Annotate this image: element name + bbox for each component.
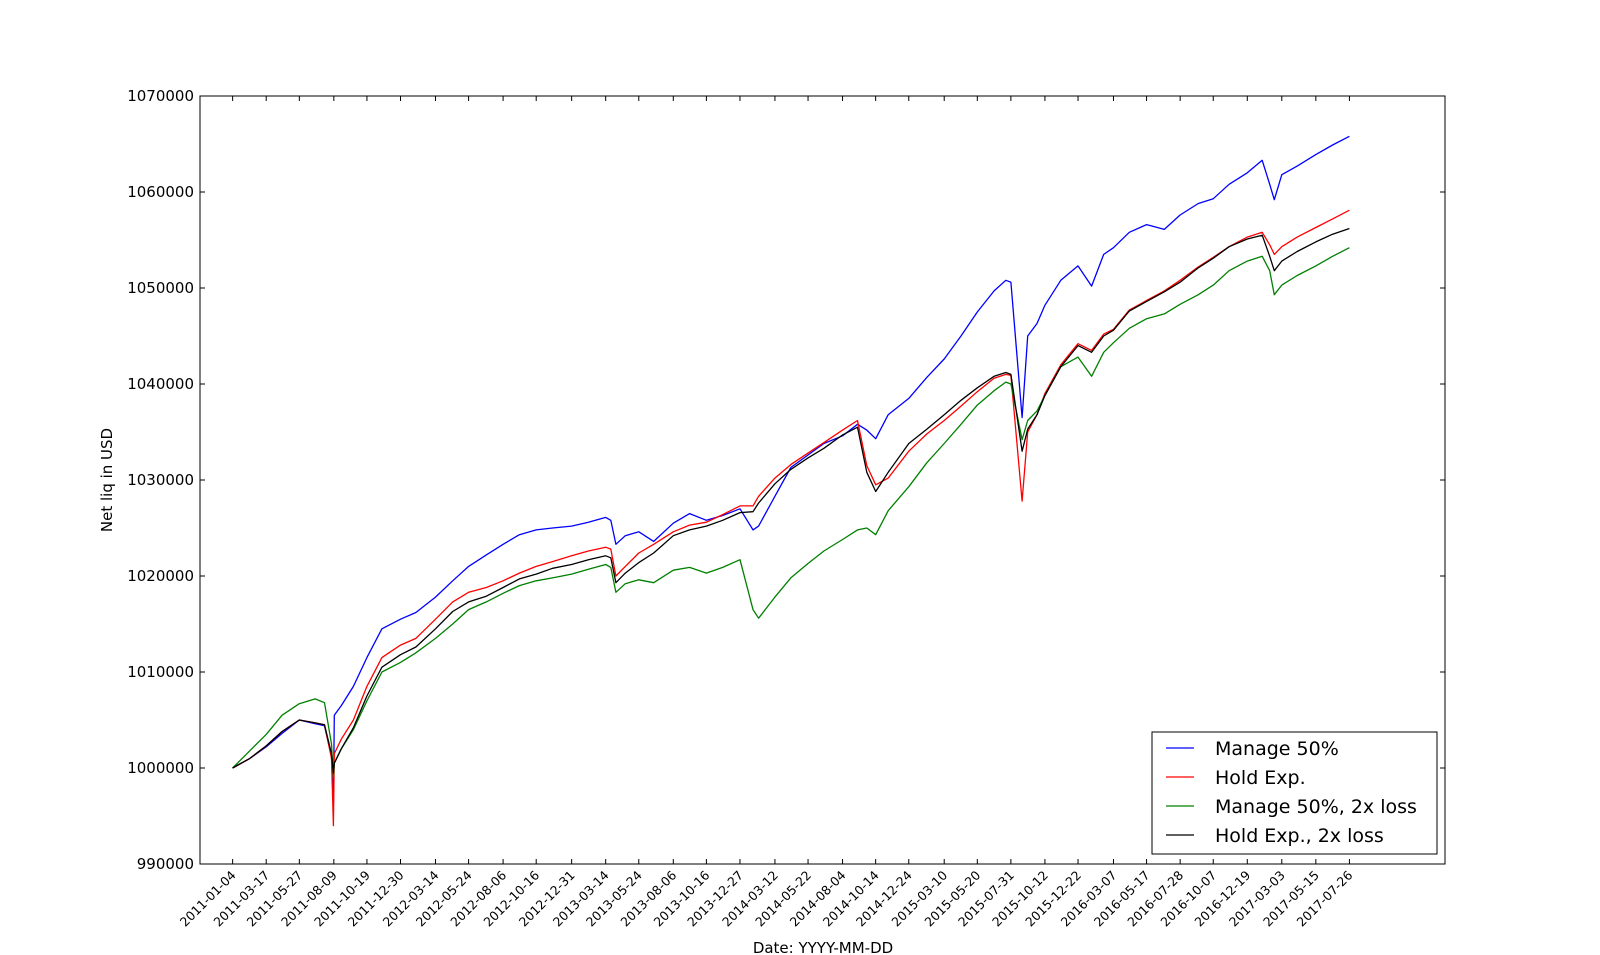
x-axis-label: Date: YYYY-MM-DD bbox=[753, 939, 893, 955]
legend-label: Hold Exp., 2x loss bbox=[1215, 825, 1384, 847]
legend-label: Hold Exp. bbox=[1215, 767, 1306, 789]
legend: Manage 50% Hold Exp. Manage 50%, 2x loss Ho… bbox=[1151, 731, 1438, 855]
series-layer bbox=[232, 135, 1350, 827]
y-tick-label: 1040000 bbox=[127, 375, 194, 393]
y-axis-label: Net liq in USD bbox=[98, 428, 116, 532]
series-line-3 bbox=[232, 247, 1350, 779]
y-tick-label: 990000 bbox=[137, 855, 194, 873]
y-axis: 990000 1000000 1010000 1020000 1030000 104000… bbox=[127, 87, 1445, 873]
y-tick-label: 1050000 bbox=[127, 279, 194, 297]
y-tick-label: 1010000 bbox=[127, 663, 194, 681]
series-line-1 bbox=[232, 135, 1350, 808]
y-tick-label: 1070000 bbox=[127, 87, 194, 105]
legend-label: Manage 50%, 2x loss bbox=[1215, 796, 1417, 818]
y-tick-label: 1030000 bbox=[127, 471, 194, 489]
y-tick-label: 1020000 bbox=[127, 567, 194, 585]
y-tick-label: 1060000 bbox=[127, 183, 194, 201]
legend-box bbox=[1151, 731, 1438, 855]
series-line-2 bbox=[232, 209, 1350, 827]
legend-label: Manage 50% bbox=[1215, 738, 1339, 760]
y-tick-label: 1000000 bbox=[127, 759, 194, 777]
series-line-4 bbox=[232, 227, 1350, 774]
